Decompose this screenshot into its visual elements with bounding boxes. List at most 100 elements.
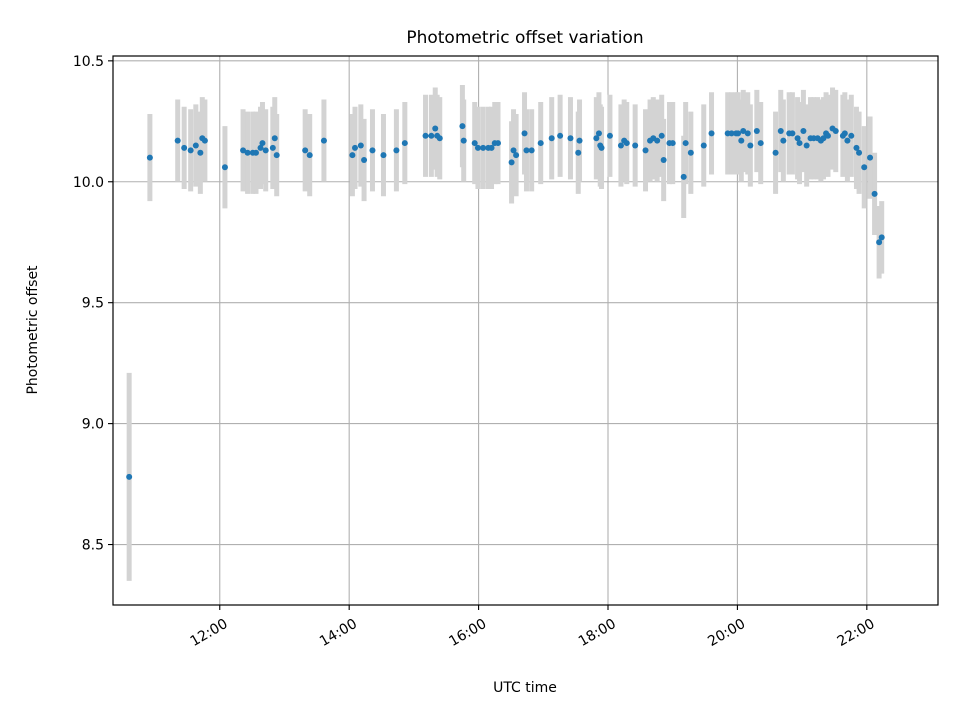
data-point	[642, 147, 649, 154]
data-point	[528, 147, 535, 154]
data-point	[800, 127, 807, 134]
data-point	[595, 130, 602, 137]
data-point	[271, 135, 278, 142]
data-point	[187, 147, 194, 154]
data-point	[192, 142, 199, 149]
data-point	[861, 164, 868, 171]
data-point	[680, 173, 687, 180]
data-point	[803, 142, 810, 149]
data-point	[623, 140, 630, 147]
data-point	[757, 140, 764, 147]
data-point	[853, 144, 860, 151]
data-point	[262, 147, 269, 154]
data-point	[320, 137, 327, 144]
data-point	[174, 137, 181, 144]
chart-title: Photometric offset variation	[406, 28, 643, 48]
data-point	[848, 132, 855, 139]
data-point	[432, 125, 439, 132]
data-point	[789, 130, 796, 137]
data-point	[513, 152, 520, 159]
plot-frame	[112, 55, 939, 606]
data-point	[401, 140, 408, 147]
data-point	[197, 149, 204, 156]
data-point	[844, 137, 851, 144]
data-point	[557, 132, 564, 139]
data-point	[794, 135, 801, 142]
y-tick-label: 9.0	[82, 417, 104, 433]
data-point	[306, 152, 313, 159]
data-point	[352, 144, 358, 151]
data-point	[796, 140, 803, 147]
data-point	[508, 159, 515, 166]
data-point	[393, 147, 400, 154]
data-point	[459, 123, 466, 130]
data-point	[878, 234, 885, 241]
data-point	[820, 135, 827, 142]
data-point	[567, 135, 574, 142]
data-point	[257, 144, 264, 151]
data-point	[221, 164, 228, 171]
data-point	[357, 142, 364, 149]
data-point	[687, 149, 694, 156]
data-point	[181, 144, 188, 151]
data-point	[654, 137, 661, 144]
data-point	[436, 135, 443, 142]
data-point	[537, 140, 544, 147]
data-point	[867, 154, 874, 161]
data-point	[428, 132, 435, 139]
y-tick-label: 9.5	[82, 296, 104, 312]
data-point	[480, 144, 487, 151]
data-point	[658, 132, 665, 139]
data-point	[259, 140, 266, 147]
data-point	[460, 137, 467, 144]
data-point	[735, 130, 742, 137]
data-point	[744, 130, 751, 137]
data-point	[510, 147, 517, 154]
y-tick-label: 10.0	[73, 175, 104, 191]
data-point	[856, 149, 863, 156]
data-point	[780, 137, 787, 144]
data-point	[777, 127, 784, 134]
data-point	[253, 149, 259, 156]
data-point	[632, 142, 639, 149]
data-point	[747, 142, 754, 149]
data-point	[474, 144, 481, 151]
data-point	[369, 147, 376, 154]
data-point	[422, 132, 429, 139]
data-point	[660, 156, 667, 163]
data-point	[548, 135, 555, 142]
data-point	[876, 239, 883, 246]
data-point	[521, 130, 528, 137]
data-point	[825, 132, 831, 139]
data-point	[126, 473, 133, 480]
data-point	[488, 144, 495, 151]
data-point	[146, 154, 153, 161]
data-point	[576, 137, 583, 144]
data-point	[617, 142, 624, 149]
data-point	[841, 130, 848, 137]
y-axis-label: Photometric offset	[25, 265, 41, 395]
data-point	[708, 130, 715, 137]
data-point	[575, 149, 582, 156]
data-point	[240, 147, 247, 154]
data-point	[269, 144, 276, 151]
y-tick-label: 10.5	[73, 54, 104, 70]
data-point	[772, 149, 779, 156]
data-point	[832, 127, 839, 134]
y-axis: 8.5 9.0 9.5 10.0 10.5	[73, 54, 113, 554]
data-point	[349, 152, 356, 159]
data-point	[606, 132, 613, 139]
data-point	[871, 190, 878, 197]
data-point	[302, 147, 309, 154]
data-point	[495, 140, 501, 147]
data-point	[598, 144, 605, 151]
data-point	[471, 140, 478, 147]
x-axis-label: UTC time	[493, 680, 557, 696]
data-point	[682, 140, 689, 147]
y-tick-label: 8.5	[82, 538, 104, 554]
data-point	[201, 137, 208, 144]
data-point	[273, 152, 280, 159]
data-point	[669, 140, 676, 147]
data-point	[728, 130, 735, 137]
